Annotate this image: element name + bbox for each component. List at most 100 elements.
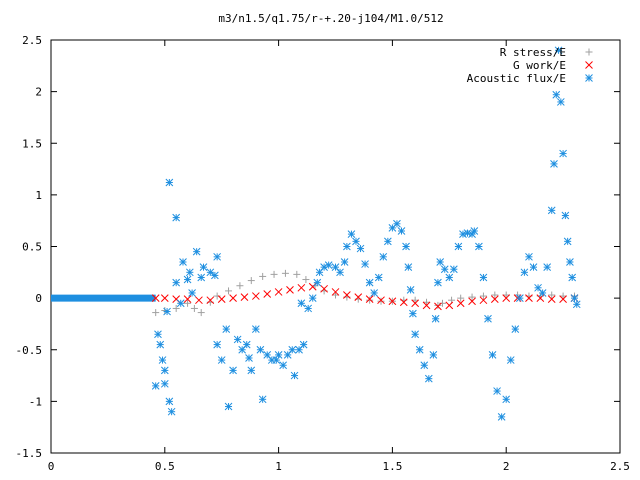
y-tick-label: 1 <box>35 189 42 202</box>
acoustic-flux-e-point <box>570 294 579 302</box>
r-stress-e-point <box>502 291 510 299</box>
acoustic-flux-e-point <box>402 242 410 251</box>
acoustic-flux-e-point <box>563 237 572 246</box>
acoustic-flux-e-point <box>406 286 415 294</box>
acoustic-flux-e-point <box>213 252 222 261</box>
r-stress-e-point <box>377 297 385 305</box>
g-work-e-point <box>320 284 328 293</box>
r-stress-e-point <box>281 269 289 277</box>
acoustic-flux-e-point <box>160 366 169 375</box>
acoustic-flux-e-point <box>313 278 322 287</box>
g-work-e-point <box>297 283 306 292</box>
acoustic-flux-e-point <box>436 258 445 266</box>
g-work-e-point <box>217 295 226 304</box>
r-stress-e-point <box>184 299 192 307</box>
acoustic-flux-e-point <box>497 413 506 421</box>
r-stress-e-point <box>366 296 374 304</box>
r-stress-e-point <box>559 292 567 300</box>
y-tick-label: -0.5 <box>16 344 43 357</box>
g-work-e-point <box>422 301 431 310</box>
r-stress-e-point <box>457 294 465 302</box>
acoustic-flux-e-point <box>379 252 388 261</box>
r-stress-e-point <box>236 282 244 290</box>
acoustic-flux-e-point <box>299 340 308 349</box>
r-stress-e-point <box>548 291 556 299</box>
legend-marker <box>585 61 593 69</box>
acoustic-flux-e-point <box>188 289 196 297</box>
acoustic-flux-e-point <box>404 263 413 272</box>
r-stress-e-point <box>270 270 278 278</box>
acoustic-flux-e-point <box>525 252 533 261</box>
acoustic-flux-e-point <box>172 278 181 287</box>
g-work-e-point <box>286 286 294 294</box>
y-tick-label: 2.5 <box>22 34 42 47</box>
acoustic-flux-e-point <box>420 361 429 370</box>
acoustic-flux-e-point <box>370 289 379 297</box>
plot-border <box>50 39 621 454</box>
r-stress-e-point <box>434 301 442 309</box>
acoustic-flux-e-point <box>561 211 570 220</box>
acoustic-flux-e-point <box>566 258 574 266</box>
g-work-e-point <box>151 294 160 302</box>
acoustic-flux-e-point <box>459 230 467 238</box>
acoustic-flux-e-point <box>383 237 392 246</box>
g-work-e-point <box>559 295 567 304</box>
acoustic-flux-e-point <box>552 90 561 99</box>
acoustic-flux-e-point <box>304 304 313 313</box>
r-stress-e-point <box>247 277 255 285</box>
x-tick-label: 0 <box>48 460 55 473</box>
acoustic-flux-e-point <box>163 307 171 316</box>
acoustic-flux-e-point <box>397 227 406 235</box>
g-work-e-point <box>160 294 169 302</box>
legend-marker <box>585 74 593 82</box>
acoustic-flux-e-point <box>568 273 577 282</box>
g-work-e-point <box>331 288 340 296</box>
acoustic-flux-e-point <box>361 260 369 268</box>
acoustic-flux-e-point <box>538 289 547 297</box>
r-stress-e-point <box>152 309 160 317</box>
acoustic-flux-e-point <box>511 325 520 333</box>
acoustic-flux-e-point <box>374 273 383 282</box>
acoustic-flux-e-point <box>290 371 299 380</box>
acoustic-flux-e-point <box>493 387 501 395</box>
acoustic-flux-e-point <box>431 314 440 323</box>
acoustic-flux-e-point <box>258 395 267 404</box>
acoustic-flux-e-point <box>488 351 497 359</box>
acoustic-flux-e-point <box>279 361 288 370</box>
g-work-e-point <box>343 291 351 299</box>
r-stress-e-point <box>293 270 301 278</box>
acoustic-flux-e-point <box>192 247 201 256</box>
acoustic-flux-e-point <box>484 314 492 323</box>
g-work-e-point <box>547 295 556 304</box>
acoustic-flux-e-point <box>415 345 424 354</box>
y-tick-label: 1.5 <box>22 137 42 150</box>
g-work-e-point <box>251 292 260 300</box>
g-work-e-point <box>183 295 192 304</box>
acoustic-flux-e-point <box>288 345 297 354</box>
acoustic-flux-e-point <box>550 160 558 168</box>
r-stress-e-point <box>197 309 205 317</box>
acoustic-flux-e-point <box>247 366 256 375</box>
acoustic-flux-e-point <box>559 149 567 158</box>
r-stress-e-point <box>302 276 310 284</box>
acoustic-flux-e-point <box>475 242 483 251</box>
g-work-e-point <box>411 299 420 308</box>
acoustic-flux-e-point <box>165 397 174 406</box>
acoustic-flux-e-point <box>151 382 160 390</box>
acoustic-flux-e-point <box>183 275 192 284</box>
acoustic-flux-e-point <box>211 271 219 280</box>
x-tick-label: 1.5 <box>382 460 402 473</box>
acoustic-flux-e-point <box>185 268 194 277</box>
acoustic-flux-e-point <box>158 356 167 364</box>
legend-label: Acoustic flux/E <box>467 72 566 85</box>
r-stress-e-point <box>213 292 221 300</box>
g-work-e-point <box>456 299 465 308</box>
x-tick-label: 1 <box>275 460 282 473</box>
g-work-e-point <box>365 295 374 304</box>
acoustic-flux-e-point <box>449 265 458 274</box>
g-work-e-point <box>354 293 363 301</box>
acoustic-flux-e-point <box>554 46 563 55</box>
acoustic-flux-e-point <box>179 258 187 266</box>
g-work-e-point <box>377 296 385 305</box>
